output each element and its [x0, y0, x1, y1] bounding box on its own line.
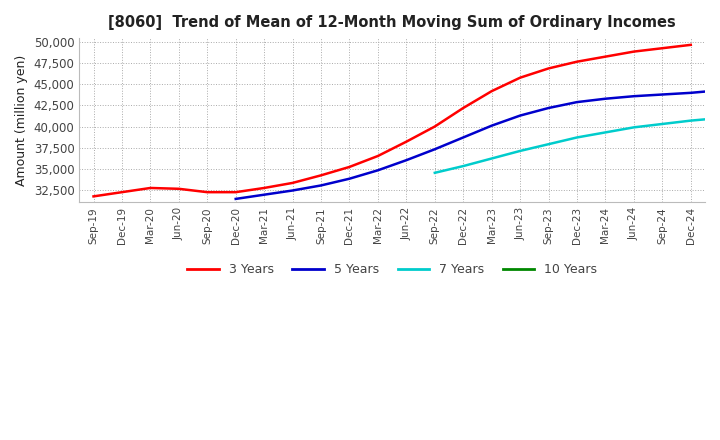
3 Years: [629, 49, 638, 54]
7 Years: [544, 142, 553, 147]
3 Years: [402, 139, 410, 144]
7 Years: [572, 135, 581, 140]
7 Years: [629, 125, 638, 130]
7 Years: [487, 156, 496, 161]
5 Years: [572, 99, 581, 105]
7 Years: [431, 170, 439, 176]
3 Years: [459, 105, 467, 110]
5 Years: [516, 113, 524, 118]
Line: 5 Years: 5 Years: [235, 90, 719, 199]
5 Years: [658, 92, 667, 97]
3 Years: [601, 54, 610, 59]
3 Years: [89, 194, 98, 199]
3 Years: [658, 46, 667, 51]
5 Years: [544, 105, 553, 110]
7 Years: [601, 130, 610, 135]
Y-axis label: Amount (million yen): Amount (million yen): [15, 55, 28, 186]
3 Years: [260, 185, 269, 191]
3 Years: [203, 190, 212, 195]
3 Years: [544, 66, 553, 71]
3 Years: [146, 185, 155, 191]
7 Years: [516, 148, 524, 154]
5 Years: [459, 135, 467, 140]
3 Years: [288, 180, 297, 186]
3 Years: [345, 164, 354, 169]
7 Years: [715, 115, 720, 121]
7 Years: [459, 163, 467, 169]
5 Years: [601, 96, 610, 101]
3 Years: [487, 88, 496, 94]
5 Years: [260, 192, 269, 197]
5 Years: [402, 158, 410, 163]
Line: 7 Years: 7 Years: [435, 118, 719, 173]
5 Years: [317, 183, 325, 188]
5 Years: [345, 176, 354, 181]
3 Years: [231, 190, 240, 195]
Legend: 3 Years, 5 Years, 7 Years, 10 Years: 3 Years, 5 Years, 7 Years, 10 Years: [182, 258, 602, 282]
7 Years: [658, 121, 667, 127]
5 Years: [231, 196, 240, 202]
5 Years: [431, 147, 439, 152]
3 Years: [117, 190, 126, 195]
5 Years: [686, 90, 695, 95]
3 Years: [374, 153, 382, 158]
5 Years: [487, 123, 496, 128]
3 Years: [572, 59, 581, 64]
3 Years: [686, 42, 695, 48]
5 Years: [288, 188, 297, 193]
Title: [8060]  Trend of Mean of 12-Month Moving Sum of Ordinary Incomes: [8060] Trend of Mean of 12-Month Moving …: [108, 15, 676, 30]
3 Years: [174, 186, 183, 191]
3 Years: [516, 75, 524, 81]
Line: 3 Years: 3 Years: [94, 45, 690, 196]
5 Years: [629, 94, 638, 99]
5 Years: [715, 88, 720, 93]
3 Years: [431, 124, 439, 129]
3 Years: [317, 172, 325, 178]
5 Years: [374, 168, 382, 173]
7 Years: [686, 118, 695, 123]
